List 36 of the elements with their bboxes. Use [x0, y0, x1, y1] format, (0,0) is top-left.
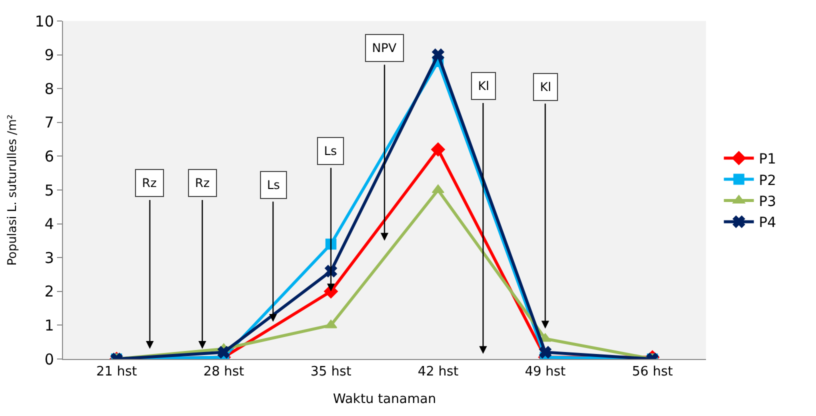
y-axis-title: Populasi L. suturulles /m² [5, 114, 20, 266]
x-tick-label: 35 hst [310, 364, 352, 380]
y-tick-label: 5 [44, 181, 54, 200]
y-tick-label: 2 [44, 282, 54, 301]
x-tick-label: 56 hst [632, 364, 673, 380]
point [431, 142, 446, 156]
y-tick-label: 10 [34, 12, 54, 30]
x-axis-title: Waktu tanaman [332, 392, 436, 408]
point [325, 238, 336, 250]
annotation: Rz [142, 176, 157, 190]
x-tick-label: 21 hst [96, 364, 137, 380]
x-tick-label: 49 hst [524, 364, 566, 380]
y-tick-label: 3 [44, 248, 54, 267]
x-tick-label: 28 hst [203, 364, 244, 380]
annotation: Kl [540, 80, 552, 94]
y-tick-label: 6 [44, 147, 54, 166]
legend-label: P1 [758, 152, 776, 168]
y-tick-label: 9 [44, 46, 54, 64]
y-tick-label: 1 [44, 316, 54, 334]
point [324, 264, 338, 278]
y-tick-label: 0 [44, 350, 54, 368]
x-tick-label: 42 hst [418, 364, 458, 380]
annotation: NPV [372, 41, 398, 55]
y-tick-label: 4 [44, 215, 54, 234]
y-tick-label: 8 [44, 80, 54, 98]
legend-label: P3 [758, 194, 776, 210]
annotation: Ls [267, 178, 280, 192]
legend-label: P2 [758, 172, 776, 189]
legend-label: P4 [758, 215, 776, 232]
point [218, 346, 230, 358]
y-tick-label: 7 [44, 114, 54, 132]
annotation: Rz [195, 176, 210, 190]
point [432, 48, 444, 61]
annotation: Ls [324, 144, 337, 158]
annotation: Kl [478, 79, 490, 93]
point [539, 346, 552, 358]
